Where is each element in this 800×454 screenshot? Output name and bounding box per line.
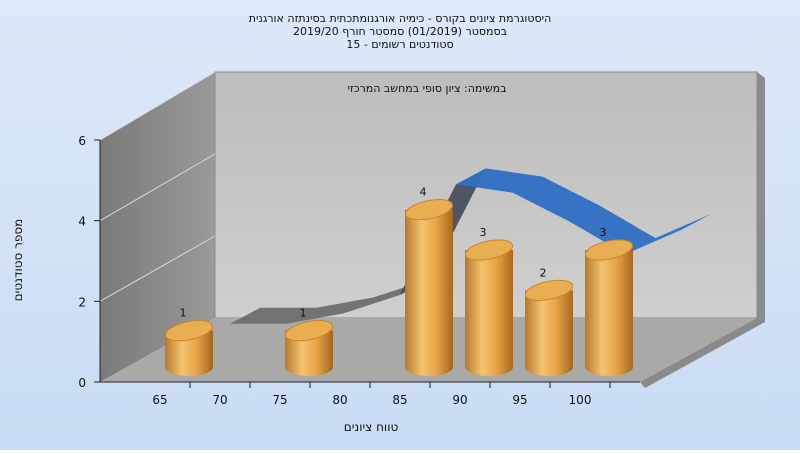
y-tick-label-4: 4 (78, 215, 86, 229)
chart-title-line-1: היסטוגרמת ציונים בקורס - כימיה אורגנומתכ… (249, 12, 552, 25)
bar-body-90 (465, 250, 513, 376)
bar-90: 3 (464, 226, 514, 376)
floor-edge (640, 318, 765, 388)
bar-100: 3 (584, 226, 634, 376)
bar-top-95 (524, 279, 574, 301)
bar-75: 1 (284, 307, 334, 376)
chart-title-line-3: סטודנטים רשומים - 15 (346, 38, 453, 51)
bar-top-100 (584, 239, 634, 261)
x-tick-label-80: 80 (332, 393, 347, 407)
bar-85: 4 (404, 186, 454, 376)
bar-65: 1 (164, 307, 214, 376)
bars-group: 1 1 4 3 2 3 (164, 186, 634, 376)
bar-top-85 (404, 199, 454, 221)
bar-95: 2 (524, 266, 574, 376)
bar-value-label-75: 1 (300, 307, 307, 320)
bar-body-65 (165, 330, 213, 376)
bar-body-75 (285, 330, 333, 376)
gridline-side-6 (99, 71, 216, 141)
side-wall (100, 72, 215, 382)
y-tick-label-0: 0 (78, 376, 86, 390)
bar-top-75 (284, 320, 334, 342)
back-wall-shadow (757, 72, 765, 322)
bar-top-90 (464, 239, 514, 261)
bar-value-label-90: 3 (480, 226, 487, 239)
chart-title-line-2: בסמסטר (01/2019) סמסטר חורף 2019/20 (293, 25, 507, 38)
bar-body-85 (405, 209, 453, 376)
y-axis-label: מספר סטודנטים (11, 219, 25, 302)
x-tick-label-95: 95 (512, 393, 527, 407)
trend-ribbon-front-segment (456, 168, 712, 255)
bar-value-label-65: 1 (180, 307, 187, 320)
gridlines (99, 71, 216, 302)
x-tick-label-65: 65 (152, 393, 167, 407)
y-tick-label-2: 2 (78, 295, 86, 309)
trend-ribbon-back-segment (230, 279, 430, 324)
chart-subtitle: במשימה: ציון סופי במחשב המרכזי (347, 82, 506, 95)
bar-top-65 (164, 320, 214, 342)
gridline-side-2 (99, 235, 216, 302)
x-tick-label-75: 75 (272, 393, 287, 407)
x-axis-label: טווח ציונים (344, 420, 399, 434)
x-tick-label-90: 90 (452, 393, 467, 407)
x-tick-label-70: 70 (212, 393, 227, 407)
bar-value-label-100: 3 (600, 226, 607, 239)
bar-value-label-95: 2 (540, 266, 547, 279)
axes-group: 0 2 4 6 65 70 75 80 85 90 95 100 (78, 134, 640, 407)
bar-body-100 (585, 250, 633, 376)
x-tick-label-100: 100 (569, 393, 592, 407)
x-tick-label-85: 85 (392, 393, 407, 407)
y-tick-label-6: 6 (78, 134, 86, 148)
bar-value-label-85: 4 (420, 186, 427, 199)
bar-body-95 (525, 290, 573, 376)
gridline-side-4 (99, 153, 216, 222)
